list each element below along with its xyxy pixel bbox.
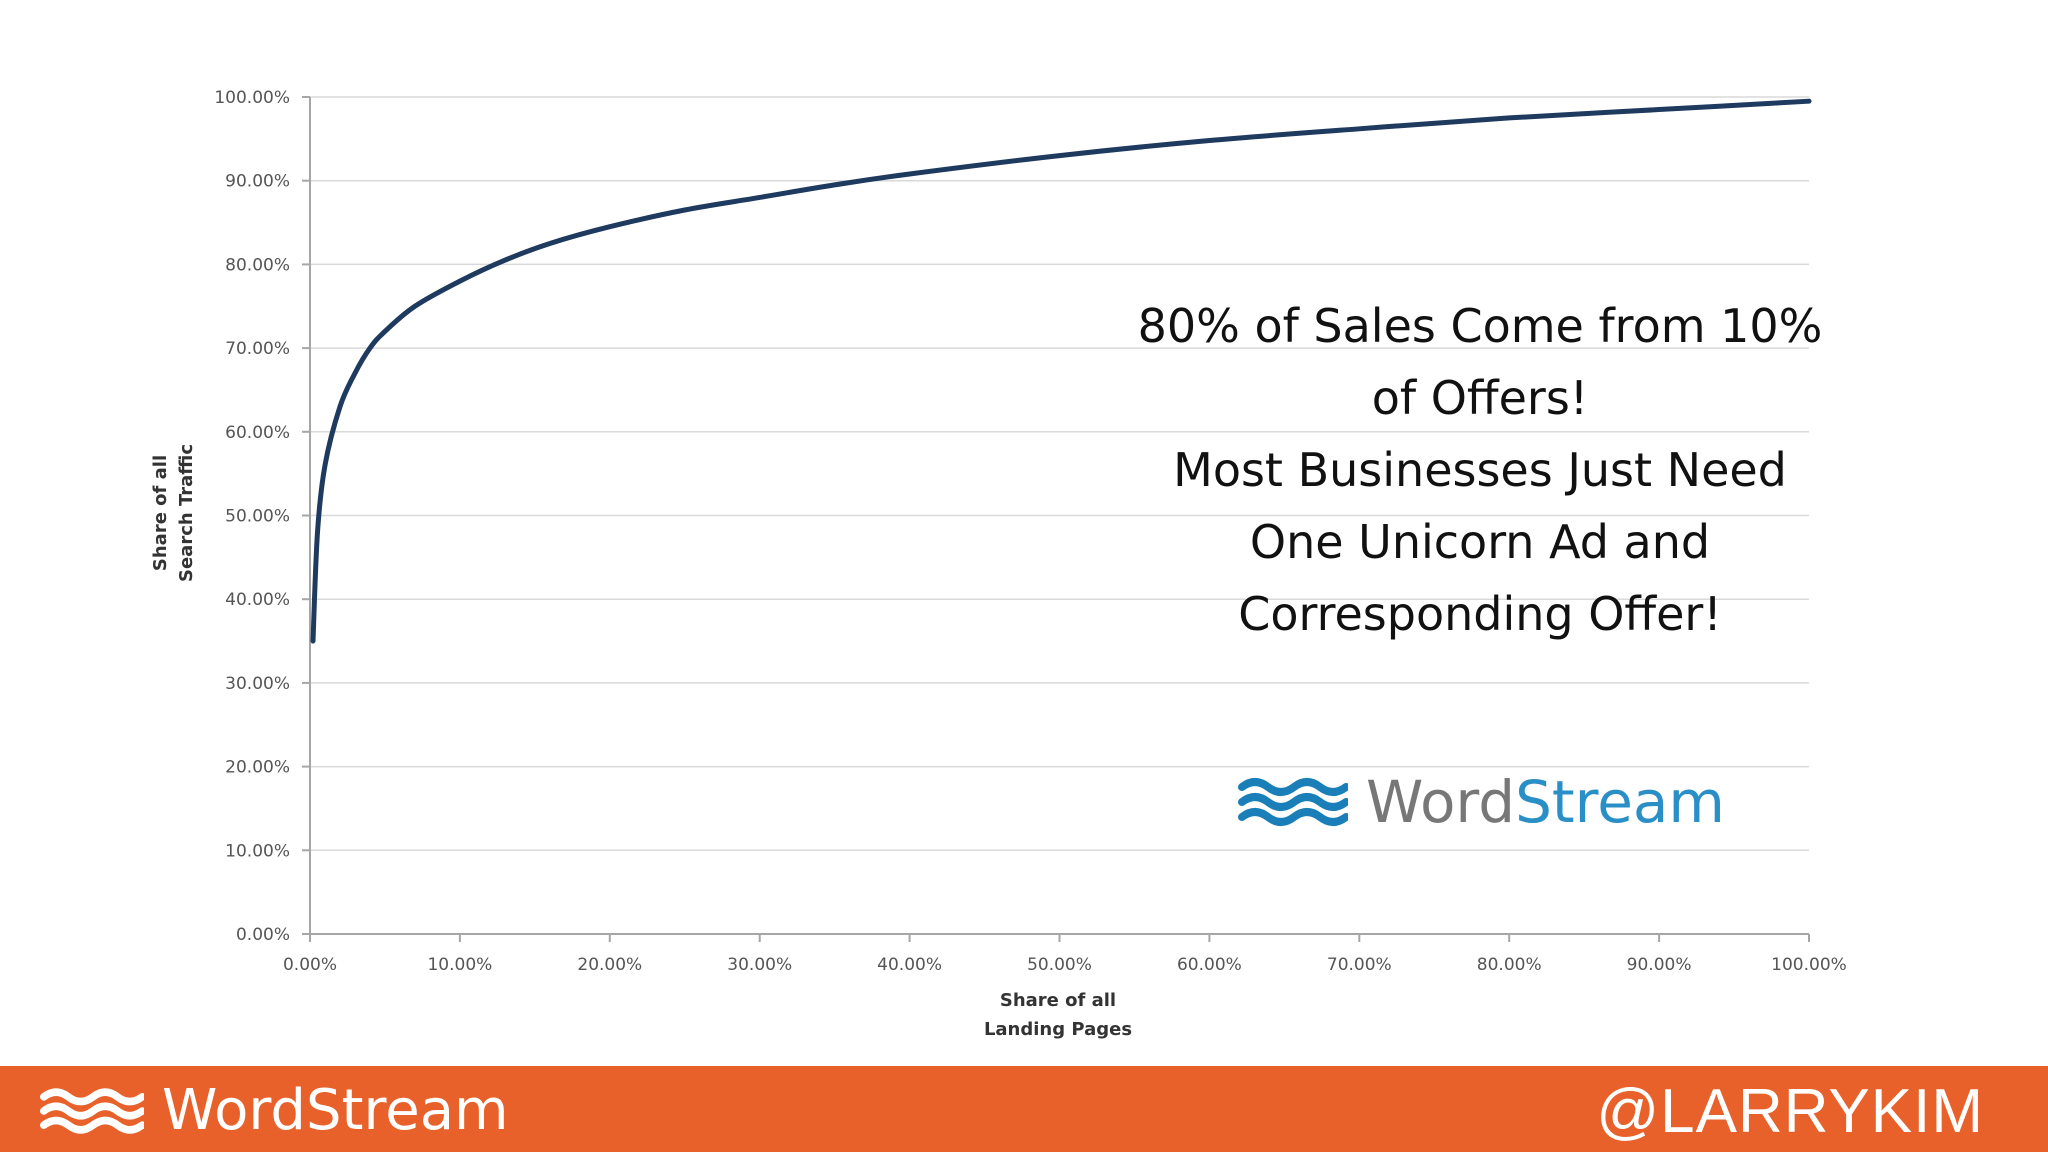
annotation-line-2: of Offers!: [1371, 371, 1589, 425]
annotation-line-4: One Unicorn Ad and: [1249, 515, 1711, 569]
annotation-line-3: Most Businesses Just Need: [1173, 443, 1787, 497]
annotation-text: 80% of Sales Come from 10% of Offers! Mo…: [1110, 290, 1850, 650]
grid-lines: [310, 96, 1809, 852]
y-tick-labels: 0.00% 10.00% 20.00% 30.00% 40.00% 50.00% 60.00…: [214, 88, 290, 945]
series-line: [310, 98, 1812, 644]
y-tick-label: 0.00%: [236, 925, 290, 945]
line-chart: 0.00% 10.00% 20.00% 30.00% 40.00% 50.00% 60.00…: [150, 88, 1847, 1040]
x-tick-label: 100.00%: [1771, 955, 1847, 975]
x-tick-label: 0.00%: [283, 955, 337, 975]
logo-word-a: Word: [1366, 768, 1516, 836]
axis-titles: Share of all Landing Pages Share of all …: [150, 444, 1132, 1040]
x-axis-title-line-2: Landing Pages: [984, 1019, 1132, 1040]
y-tick-label: 30.00%: [225, 674, 290, 694]
x-tick-label: 20.00%: [577, 955, 642, 975]
series-group: [310, 98, 1812, 644]
waves-icon: [40, 1087, 144, 1134]
y-axis-title-line-2: Search Traffic: [176, 444, 197, 582]
y-tick-label: 90.00%: [225, 172, 290, 192]
x-tick-label: 90.00%: [1627, 955, 1692, 975]
x-tick-label: 80.00%: [1477, 955, 1542, 975]
y-tick-label: 40.00%: [225, 590, 290, 610]
y-tick-label: 80.00%: [225, 255, 290, 275]
x-tick-label: 40.00%: [877, 955, 942, 975]
logo-word-b: Stream: [1515, 768, 1725, 836]
x-tick-label: 70.00%: [1327, 955, 1392, 975]
y-tick-label: 70.00%: [225, 339, 290, 359]
twitter-handle: @LARRYKIM: [1596, 1077, 1984, 1146]
annotation-line-5: Corresponding Offer!: [1238, 587, 1722, 641]
waves-icon: [1238, 778, 1348, 826]
x-tick-label: 30.00%: [727, 955, 792, 975]
footer-logo-text: WordStream: [162, 1078, 509, 1143]
y-tick-label: 20.00%: [225, 758, 290, 778]
x-tick-label: 10.00%: [427, 955, 492, 975]
x-tick-label: 60.00%: [1177, 955, 1242, 975]
axes: [302, 96, 1810, 942]
footer-logo: WordStream: [40, 1078, 509, 1143]
x-tick-label: 50.00%: [1027, 955, 1092, 975]
y-axis-title-line-1: Share of all: [150, 455, 171, 571]
y-tick-label: 50.00%: [225, 507, 290, 527]
annotation-line-1: 80% of Sales Come from 10%: [1137, 299, 1823, 353]
wordstream-logo: Word Stream: [1238, 768, 1725, 836]
y-tick-label: 60.00%: [225, 423, 290, 443]
footer-bar: WordStream @LARRYKIM: [0, 1066, 2048, 1152]
y-tick-label: 100.00%: [214, 88, 290, 108]
y-tick-label: 10.00%: [225, 841, 290, 861]
x-axis-title-line-1: Share of all: [1000, 990, 1116, 1011]
x-tick-labels: 0.00% 10.00% 20.00% 30.00% 40.00% 50.00% 60.00…: [283, 955, 1847, 975]
